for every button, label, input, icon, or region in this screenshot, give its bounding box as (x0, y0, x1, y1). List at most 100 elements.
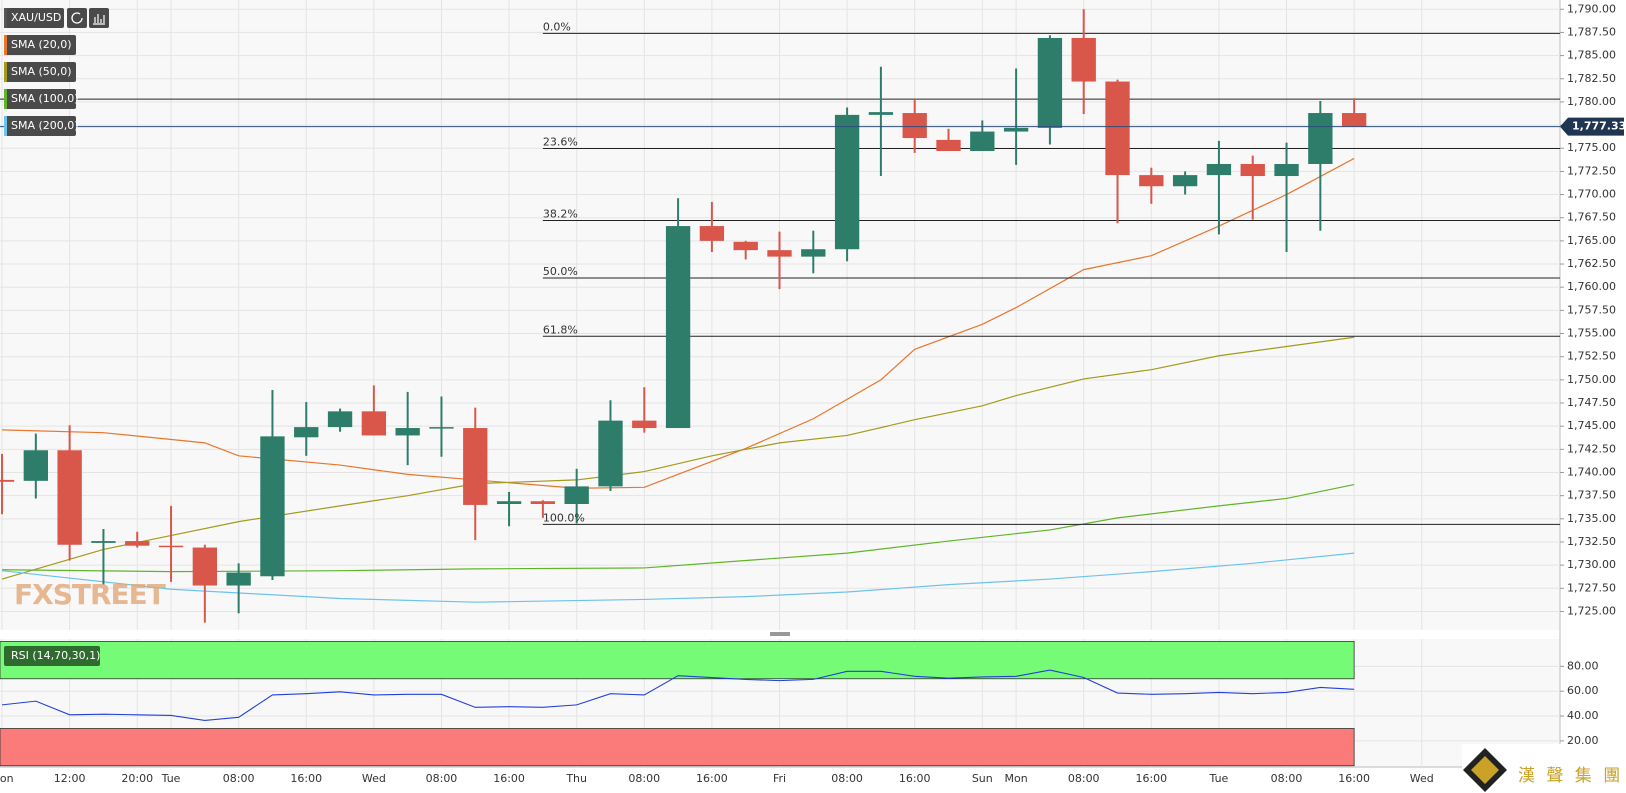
y-tick-label: 1,725.00 (1567, 604, 1616, 617)
x-tick-label: Mon (0, 772, 14, 785)
legend-label: SMA (50,0) (11, 65, 72, 78)
y-tick-label: 1,765.00 (1567, 234, 1616, 247)
candle-body (970, 131, 995, 152)
rsi-line (1, 669, 1355, 721)
x-tick-label: Thu (565, 772, 587, 785)
watermark: FXSTREET (14, 578, 166, 611)
legend-swatch (4, 8, 7, 28)
refresh-icon (71, 12, 83, 24)
candle-body (327, 411, 353, 428)
legend-box[interactable] (4, 89, 76, 109)
indicators-icon (93, 14, 105, 25)
y-tick-label: 1,730.00 (1567, 558, 1616, 571)
x-tick-label: 08:00 (831, 772, 863, 785)
x-tick-label: Tue (1209, 772, 1229, 785)
candle-body (0, 479, 15, 482)
x-tick-label: Wed (1410, 772, 1434, 785)
candle-body (463, 428, 488, 505)
y-tick-label: 1,762.50 (1567, 257, 1616, 270)
legend-label: SMA (200,0) (11, 119, 79, 132)
logo-diamond-inner (1471, 756, 1499, 784)
x-tick-label: Fri (773, 772, 786, 785)
logo-text: 漢 聲 集 團 (1518, 766, 1623, 786)
y-tick-label: 1,770.00 (1567, 188, 1616, 201)
candle-body (1139, 175, 1164, 187)
candle-body (902, 113, 927, 139)
x-tick-label: 16:00 (1338, 772, 1370, 785)
y-tick-label: 1,737.50 (1567, 489, 1616, 502)
candle-body (834, 114, 860, 250)
y-tick-label: 60.00 (1567, 684, 1599, 697)
candle-body (260, 436, 285, 577)
x-tick-label: 16:00 (290, 772, 322, 785)
y-tick-label: 1,735.00 (1567, 512, 1616, 525)
legend-label: SMA (100,0) (11, 92, 79, 105)
rsi-title: RSI (14,70,30,1) (11, 649, 100, 662)
x-tick-label: Tue (161, 772, 181, 785)
x-tick-label: 08:00 (426, 772, 458, 785)
candle-body (125, 541, 150, 546)
legend-box[interactable] (4, 62, 76, 82)
legend-label: XAU/USD (11, 11, 61, 24)
candle-body (767, 250, 792, 257)
y-tick-label: 1,740.00 (1567, 466, 1616, 479)
y-tick-label: 1,742.50 (1567, 442, 1616, 455)
y-tick-label: 1,772.50 (1567, 164, 1616, 177)
sma-line (1, 336, 1355, 580)
indicators-button[interactable] (89, 8, 109, 28)
y-tick-label: 1,747.50 (1567, 396, 1616, 409)
legend-swatch (4, 116, 7, 136)
fib-label: 38.2% (543, 208, 578, 221)
x-tick-label: 08:00 (1068, 772, 1100, 785)
candle-body (632, 420, 657, 429)
candle-body (1274, 163, 1299, 177)
x-tick-label: Sun (972, 772, 993, 785)
candle-body (395, 428, 420, 436)
overbought-band (0, 641, 1355, 680)
candle-body (1308, 113, 1333, 164)
candle-body (1003, 127, 1029, 132)
refresh-button[interactable] (67, 8, 87, 28)
x-tick-label: 20:00 (121, 772, 153, 785)
pane-resize-handle[interactable] (770, 632, 790, 636)
y-tick-label: 1,780.00 (1567, 95, 1616, 108)
candle-body (294, 427, 319, 438)
x-tick-label: 08:00 (628, 772, 660, 785)
x-tick-label: Wed (362, 772, 386, 785)
fib-label: 100.0% (543, 511, 585, 524)
legend-box[interactable] (4, 8, 64, 28)
y-tick-label: 1,785.00 (1567, 49, 1616, 62)
y-tick-label: 1,790.00 (1567, 2, 1616, 15)
y-tick-label: 1,775.00 (1567, 141, 1616, 154)
legend-swatch (4, 89, 7, 109)
oversold-band (0, 728, 1355, 767)
candle-body (361, 411, 387, 436)
y-tick-label: 1,732.50 (1567, 535, 1616, 548)
y-tick-label: 1,757.50 (1567, 303, 1616, 316)
fib-label: 50.0% (543, 265, 578, 278)
logo: 漢 聲 集 團 (1462, 744, 1626, 793)
candle-body (429, 427, 454, 429)
last-price-label: 1,777.33 (1572, 120, 1626, 133)
candle-body (226, 572, 251, 586)
y-tick-label: 1,767.50 (1567, 211, 1616, 224)
y-tick-label: 1,745.00 (1567, 419, 1616, 432)
fib-label: 61.8% (543, 323, 578, 336)
y-tick-label: 1,752.50 (1567, 350, 1616, 363)
x-tick-label: 08:00 (223, 772, 255, 785)
last-price-tag (1560, 117, 1624, 136)
x-tick-label: 16:00 (493, 772, 525, 785)
candle-body (598, 420, 623, 487)
candle-body (801, 249, 826, 257)
x-tick-label: 16:00 (696, 772, 728, 785)
legend-box[interactable] (4, 116, 76, 136)
candle-body (564, 486, 589, 504)
candle-body (192, 547, 218, 586)
marks (0, 9, 1560, 767)
fib-label: 23.6% (543, 136, 578, 149)
sma-line (2, 483, 1355, 573)
legend-box[interactable] (4, 35, 76, 55)
candle-body (1071, 37, 1096, 82)
rsi-legend-box[interactable] (4, 646, 100, 666)
